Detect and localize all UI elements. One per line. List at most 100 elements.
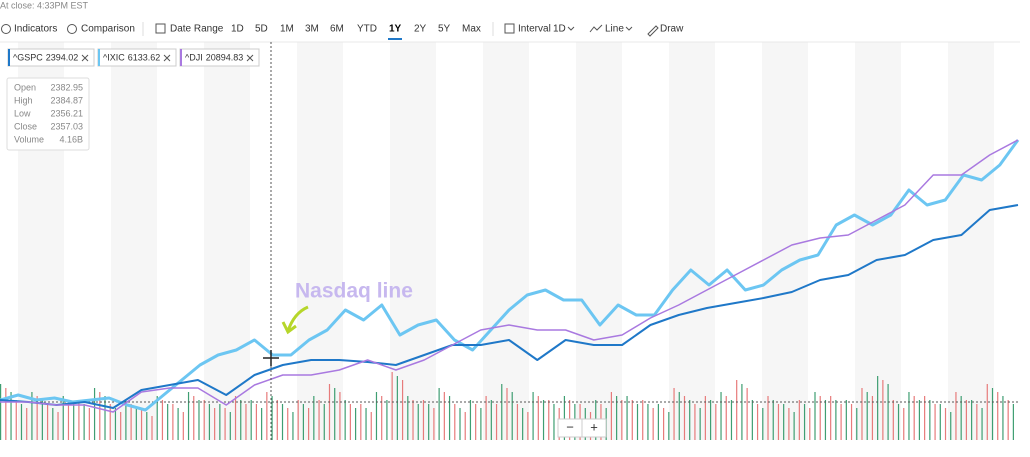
calendar-icon bbox=[155, 23, 166, 34]
volume-bar bbox=[908, 392, 910, 440]
volume-bar bbox=[386, 400, 388, 440]
interval-value[interactable]: 1D bbox=[553, 24, 566, 35]
volume-bar bbox=[997, 392, 999, 440]
band bbox=[297, 42, 343, 440]
volume-bar bbox=[365, 408, 367, 440]
volume-bar bbox=[297, 400, 299, 440]
volume-bar bbox=[93, 388, 96, 440]
volume-bars bbox=[0, 372, 1014, 440]
volume-bar bbox=[553, 404, 555, 440]
legend-symbol: ^GSPC bbox=[13, 52, 43, 62]
volume-bar bbox=[506, 388, 508, 440]
volume-bar bbox=[292, 412, 294, 440]
chevron bbox=[625, 26, 633, 31]
line-button[interactable]: Line bbox=[605, 24, 624, 35]
volume-bar bbox=[516, 404, 519, 440]
range-button[interactable]: YTD bbox=[357, 24, 377, 35]
volume-bar bbox=[647, 404, 649, 440]
tooltip bbox=[6, 77, 90, 151]
range-button[interactable]: 1D bbox=[231, 24, 244, 35]
range-button[interactable]: 3M bbox=[305, 24, 319, 35]
volume-bar bbox=[67, 400, 70, 440]
legend-close[interactable] bbox=[163, 54, 171, 62]
volume-bar bbox=[417, 404, 419, 440]
range-button[interactable]: 5Y bbox=[438, 24, 451, 35]
tooltip-value: 2382.95 bbox=[50, 82, 83, 92]
volume-bar bbox=[120, 412, 122, 440]
interval-icon bbox=[504, 23, 515, 34]
volume-bar bbox=[46, 404, 49, 440]
volume-bar bbox=[250, 400, 252, 440]
volume-bar bbox=[610, 392, 612, 440]
volume-bar bbox=[125, 400, 127, 440]
zoom-in[interactable]: + bbox=[590, 419, 598, 434]
volume-bar bbox=[198, 400, 200, 440]
line-icon bbox=[589, 24, 603, 33]
volume-bar bbox=[20, 404, 23, 440]
volume-bar bbox=[663, 408, 665, 440]
zoom-out[interactable]: − bbox=[566, 419, 574, 434]
volume-bar bbox=[542, 400, 545, 440]
volume-bar bbox=[167, 404, 169, 440]
date-range-button[interactable]: Date Range bbox=[170, 24, 224, 35]
volume-bar bbox=[344, 400, 346, 440]
volume-bar bbox=[308, 408, 310, 440]
legend-close[interactable] bbox=[81, 54, 89, 62]
tooltip-rows: Open 2382.95 High 2384.87 Low 2356.21 Close 235… bbox=[14, 82, 83, 144]
plus-icon bbox=[67, 24, 77, 34]
volume-bar bbox=[720, 392, 722, 440]
band bbox=[111, 42, 157, 440]
tooltip-label: Low bbox=[14, 108, 31, 118]
volume-bar bbox=[986, 384, 988, 440]
volume-bar bbox=[161, 400, 164, 440]
draw-button[interactable]: Draw bbox=[660, 24, 684, 35]
volume-bar bbox=[1002, 396, 1004, 440]
volume-bar bbox=[73, 404, 75, 440]
volume-bar bbox=[99, 392, 101, 440]
legend-close[interactable] bbox=[246, 54, 254, 62]
crosshair bbox=[263, 350, 279, 366]
volume-bar bbox=[219, 404, 221, 440]
comparison-button[interactable]: Comparison bbox=[81, 24, 135, 35]
range-button[interactable]: Max bbox=[462, 24, 481, 35]
volume-bar bbox=[407, 396, 409, 440]
volume-bar bbox=[798, 400, 800, 440]
indicators-button[interactable]: Indicators bbox=[14, 24, 57, 35]
volume-bar bbox=[501, 384, 503, 440]
volume-bar bbox=[375, 392, 378, 440]
volume-bar bbox=[897, 404, 900, 440]
volume-bar bbox=[36, 396, 38, 440]
volume-bar bbox=[887, 384, 889, 440]
legend-price: 20894.83 bbox=[206, 52, 244, 62]
band bbox=[948, 42, 994, 440]
range-button[interactable]: 2Y bbox=[414, 24, 427, 35]
interval-button[interactable]: Interval bbox=[518, 24, 551, 35]
volume-bar bbox=[140, 408, 143, 440]
volume-bar bbox=[981, 408, 983, 440]
range-button[interactable]: 1M bbox=[280, 24, 294, 35]
range-button[interactable]: 5D bbox=[255, 24, 268, 35]
active-underline bbox=[388, 38, 402, 40]
volume-bar bbox=[741, 384, 743, 440]
volume-bar bbox=[151, 416, 153, 440]
volume-bar bbox=[991, 388, 994, 440]
volume-bar bbox=[490, 400, 492, 440]
volume-bar bbox=[31, 392, 33, 440]
volume-bar bbox=[41, 400, 43, 440]
volume-bar bbox=[480, 408, 482, 440]
volume-bar bbox=[809, 408, 811, 440]
range-button[interactable]: 1Y bbox=[389, 24, 402, 35]
volume-bar bbox=[678, 392, 680, 440]
series-line bbox=[0, 204, 1019, 409]
volume-bar bbox=[709, 400, 712, 440]
band bbox=[855, 42, 901, 440]
volume-bar bbox=[88, 408, 90, 440]
volume-bar bbox=[626, 396, 628, 440]
range-button[interactable]: 6M bbox=[330, 24, 344, 35]
volume-bar bbox=[10, 392, 12, 440]
volume-bar bbox=[323, 404, 325, 440]
volume-bar bbox=[715, 404, 717, 440]
volume-bar bbox=[208, 404, 211, 440]
volume-bar bbox=[892, 400, 894, 440]
volume-bar bbox=[203, 400, 205, 440]
